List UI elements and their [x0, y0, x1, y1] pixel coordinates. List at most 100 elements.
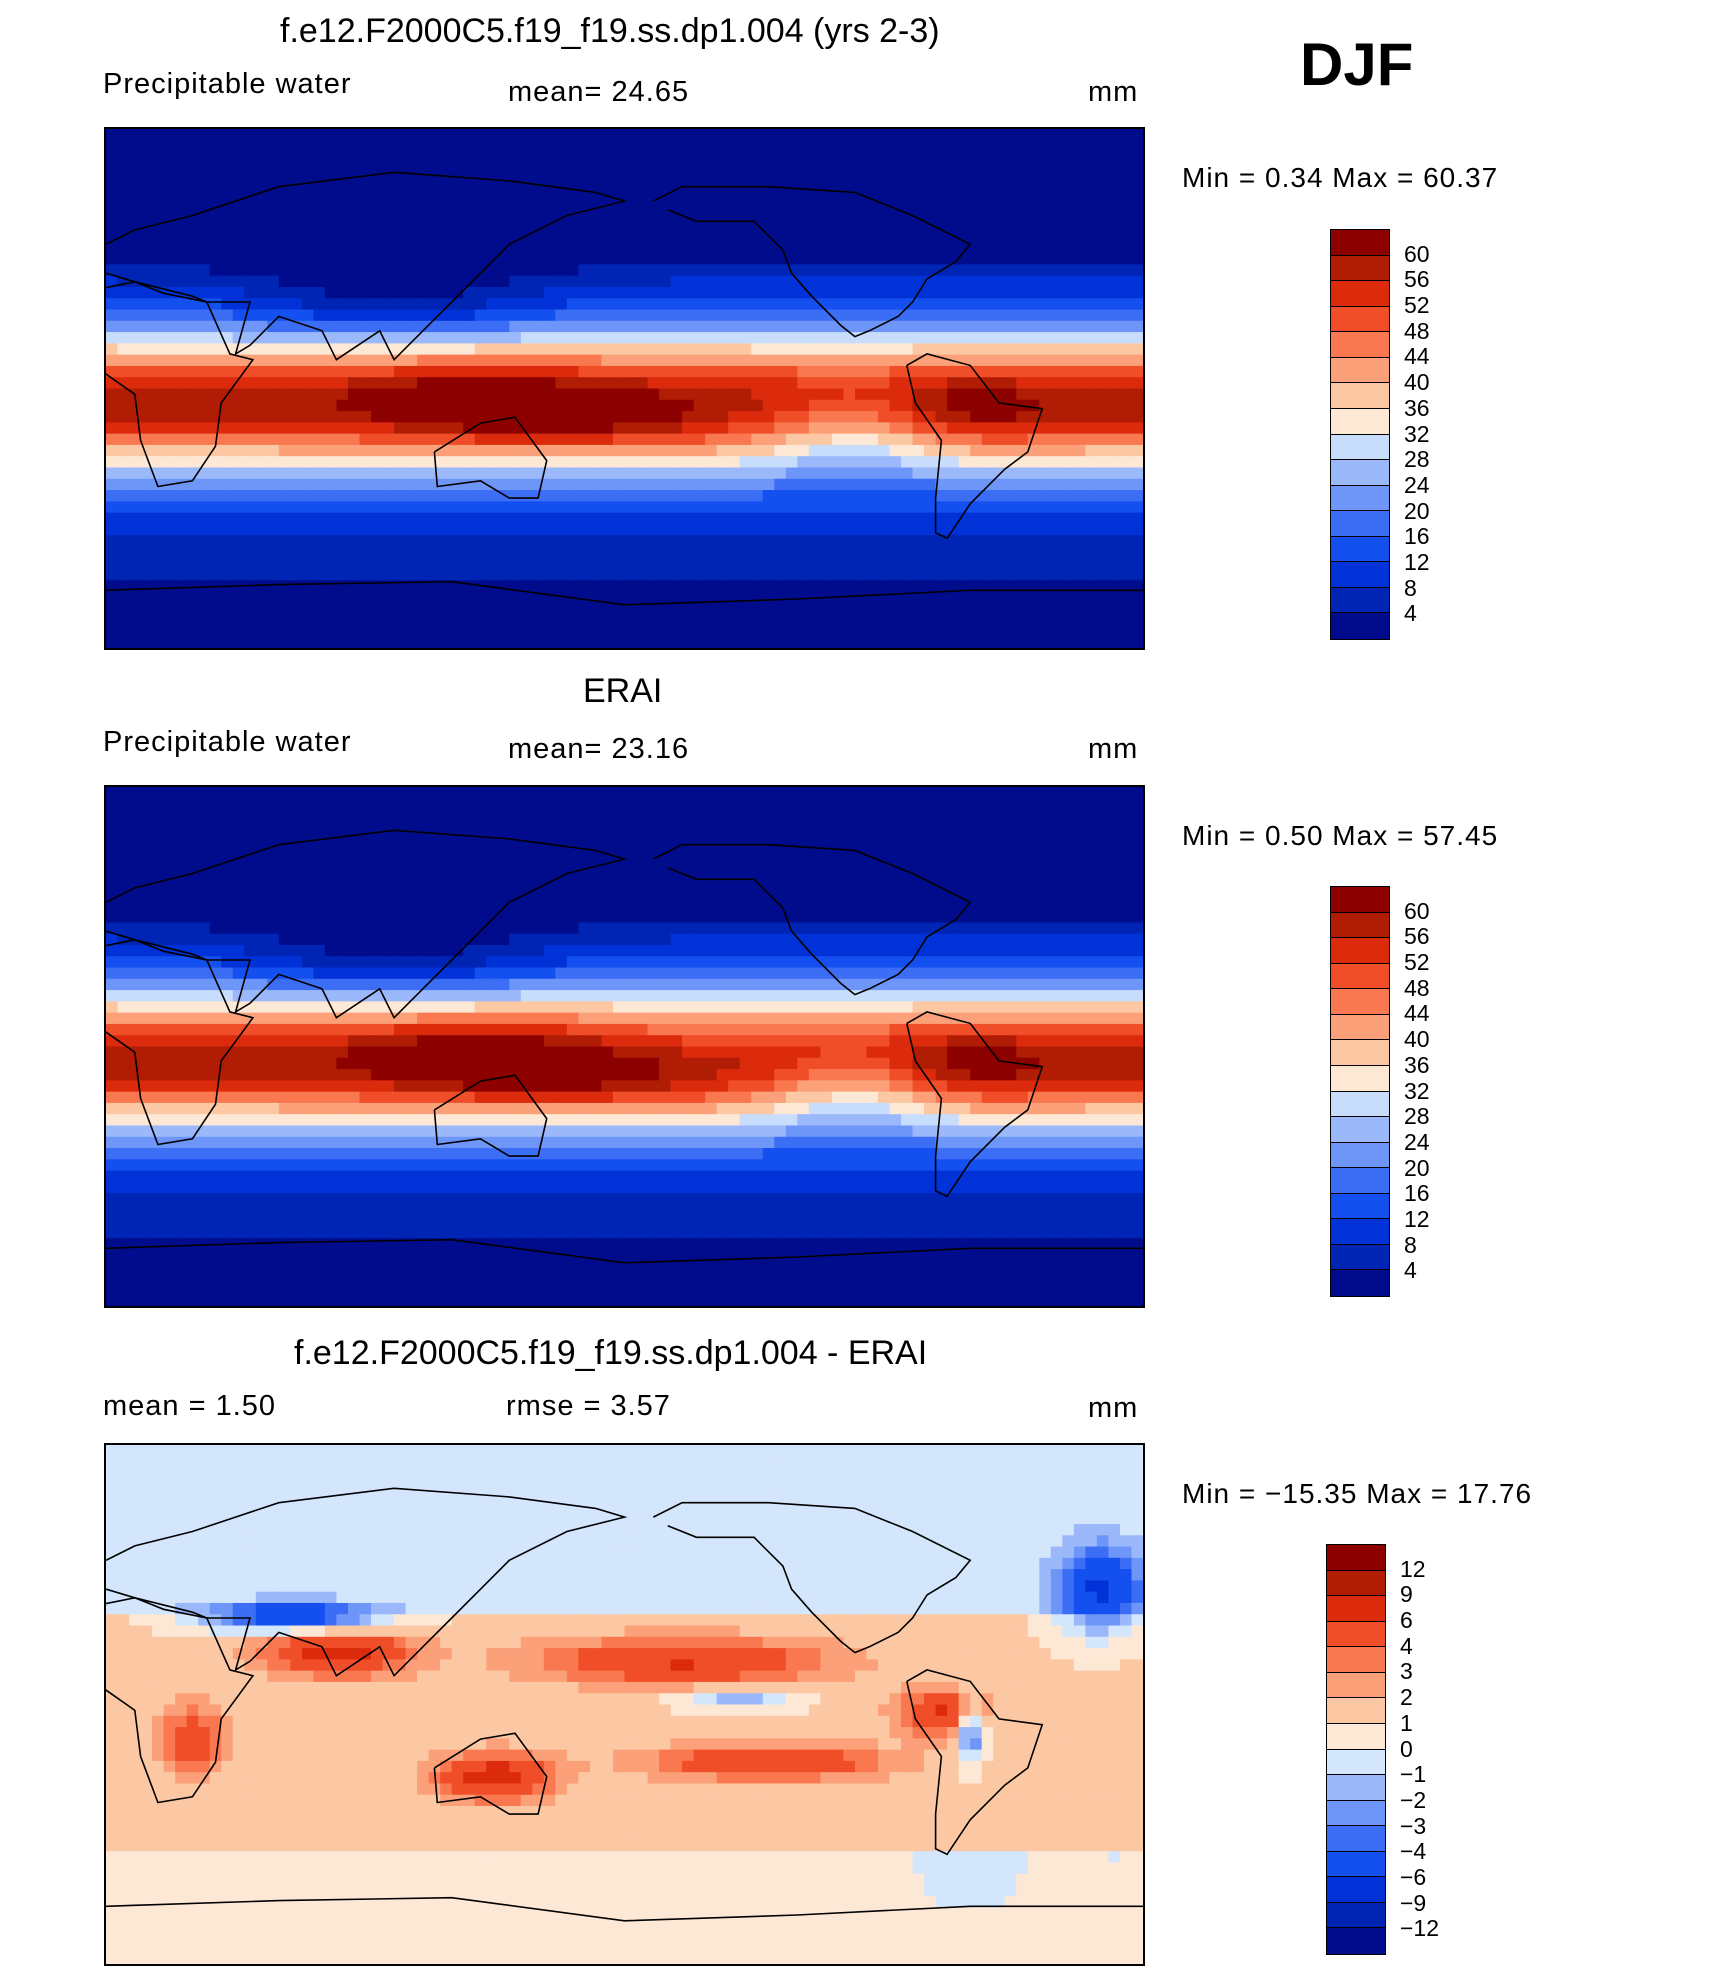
map-cell [140, 888, 153, 901]
map-cell [129, 298, 142, 311]
map-cell [808, 174, 821, 187]
map-cell [1039, 798, 1052, 811]
map-cell [359, 523, 372, 536]
map-cell [820, 832, 833, 845]
map-cell [463, 174, 476, 187]
map-cell [785, 241, 798, 254]
map-cell [716, 332, 729, 344]
map-cell [336, 230, 349, 243]
map-cell [232, 591, 245, 604]
map-cell [693, 365, 706, 378]
map-cell [670, 877, 683, 890]
map-cell [347, 320, 361, 333]
map-cell [716, 151, 729, 164]
map-cell [624, 343, 637, 356]
map-cell [947, 388, 960, 401]
map-cell [117, 298, 130, 311]
map-cell [693, 602, 706, 615]
map-cell [670, 241, 683, 254]
map-cell [359, 569, 372, 581]
map-cell [186, 546, 199, 559]
map-cell [624, 309, 637, 322]
map-cell [601, 399, 614, 412]
map-cell [1119, 332, 1133, 344]
map-cell [877, 129, 891, 141]
map-cell [463, 444, 476, 457]
map-cell [232, 512, 245, 525]
map-cell [278, 444, 291, 457]
map-cell [1096, 501, 1110, 514]
map-cell [290, 523, 303, 536]
map-cell [901, 365, 914, 378]
map-cell [532, 275, 545, 288]
map-cell [394, 185, 407, 198]
map-cell [267, 377, 280, 390]
map-cell [1027, 196, 1040, 209]
map-cell [636, 399, 649, 412]
map-cell [854, 602, 868, 615]
map-cell [290, 490, 303, 502]
map-cell [589, 523, 603, 536]
map-cell [636, 286, 649, 299]
map-cell [901, 877, 914, 890]
map-cell [255, 546, 268, 559]
map-cell [935, 286, 948, 299]
map-cell [129, 523, 142, 536]
map-cell [463, 253, 476, 265]
map-cell [578, 422, 591, 435]
map-cell [854, 787, 868, 799]
map-cell [405, 546, 418, 559]
map-cell [659, 809, 672, 822]
map-cell [958, 512, 971, 525]
map-cell [1039, 787, 1052, 799]
map-cell [394, 478, 407, 491]
map-cell [106, 286, 119, 299]
map-cell [324, 196, 338, 209]
map-cell [820, 602, 833, 615]
map-cell [705, 275, 718, 288]
map-cell [1096, 591, 1110, 604]
map-cell [1004, 602, 1017, 615]
map-cell [774, 309, 787, 322]
map-cell [947, 275, 960, 288]
map-cell [739, 151, 752, 164]
map-cell [682, 602, 695, 615]
map-cell [1096, 467, 1110, 480]
map-cell [209, 832, 222, 845]
map-cell [751, 444, 764, 457]
map-cell [866, 253, 879, 265]
map-cell [866, 388, 879, 401]
map-cell [290, 332, 303, 344]
map-cell [854, 501, 868, 514]
map-cell [716, 501, 729, 514]
map-cell [566, 798, 580, 811]
map-cell [163, 377, 176, 390]
map-cell [278, 253, 291, 265]
map-cell [935, 185, 948, 198]
map-cell [1039, 286, 1052, 299]
map-cell [232, 877, 245, 890]
map-cell [970, 422, 983, 435]
map-cell [106, 185, 119, 198]
map-cell [924, 478, 937, 491]
map-cell [1073, 787, 1086, 799]
map-cell [659, 174, 672, 187]
map-cell [1096, 207, 1110, 220]
map-cell [1096, 546, 1110, 559]
map-cell [843, 501, 856, 514]
map-cell [924, 264, 937, 277]
map-cell [555, 207, 568, 220]
map-cell [347, 140, 361, 153]
map-cell [509, 207, 522, 220]
map-cell [278, 422, 291, 435]
map-cell [520, 388, 533, 401]
map-cell [877, 162, 891, 175]
map-cell [221, 422, 234, 435]
map-cell [175, 444, 188, 457]
map-cell [762, 546, 775, 559]
map-cell [359, 591, 372, 604]
map-cell [728, 422, 741, 435]
map-cell [578, 569, 591, 581]
map-cell [636, 264, 649, 277]
map-cell [785, 877, 798, 890]
